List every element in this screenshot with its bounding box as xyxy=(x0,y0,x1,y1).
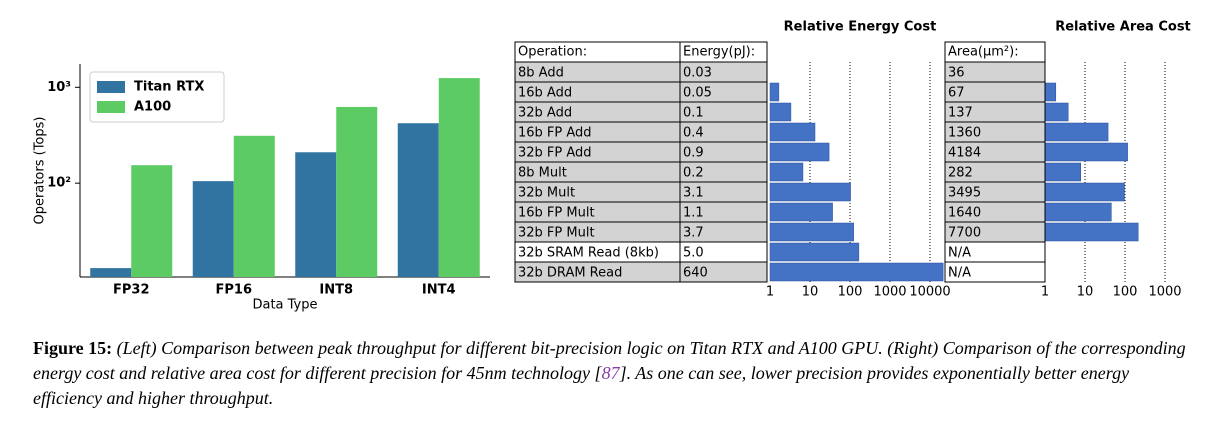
bar xyxy=(1044,122,1109,142)
bar xyxy=(1044,102,1069,122)
operation: 8b Mult xyxy=(518,166,567,181)
operation: 32b FP Add xyxy=(518,146,592,161)
bar xyxy=(769,142,830,162)
energy-value: 5.0 xyxy=(683,246,704,261)
table-cell xyxy=(944,261,1046,283)
caption-text: (Left) Comparison between peak throughpu… xyxy=(33,338,1186,383)
x-tick-label: 10000 xyxy=(909,285,950,300)
bar xyxy=(1044,222,1139,242)
x-tick-label: FP32 xyxy=(113,283,150,298)
bar xyxy=(1044,182,1125,202)
area-value: 67 xyxy=(948,86,965,101)
caption: Figure 15: (Left) Comparison between pea… xyxy=(33,336,1193,411)
bar xyxy=(1044,202,1112,222)
operation: 16b FP Mult xyxy=(518,206,595,221)
legend-swatch xyxy=(97,81,125,93)
x-tick-label: 100 xyxy=(838,285,863,300)
x-tick-label: 10 xyxy=(1077,285,1094,300)
bar xyxy=(438,78,480,277)
bar xyxy=(769,202,833,222)
energy-value: 0.03 xyxy=(683,66,712,81)
energy-value: 3.7 xyxy=(683,226,704,241)
bar xyxy=(769,242,860,262)
caption-label: Figure 15: xyxy=(33,338,113,358)
bar xyxy=(397,123,439,277)
table-header: Energy(pJ): xyxy=(683,45,755,60)
caption-ref[interactable]: 87 xyxy=(601,363,620,383)
operation: 32b FP Mult xyxy=(518,226,595,241)
bar xyxy=(769,262,944,282)
energy-value: 3.1 xyxy=(683,186,704,201)
operation: 8b Add xyxy=(518,66,564,81)
bar xyxy=(769,222,854,242)
bar xyxy=(769,162,804,182)
bar xyxy=(336,106,378,278)
x-tick-label: INT4 xyxy=(422,283,456,298)
bar xyxy=(769,102,792,122)
bar xyxy=(769,82,780,102)
x-tick-label: INT8 xyxy=(319,283,353,298)
bar xyxy=(1044,142,1128,162)
y-tick-label: 10³ xyxy=(47,80,71,95)
area-value: 1360 xyxy=(948,126,981,141)
energy-value: 0.1 xyxy=(683,106,704,121)
legend-label: A100 xyxy=(134,100,171,115)
area-value: 36 xyxy=(948,66,965,81)
x-tick-label: 1 xyxy=(766,285,774,300)
area-value: 282 xyxy=(948,166,973,181)
operation: 16b Add xyxy=(518,86,572,101)
table-header: Operation: xyxy=(518,45,587,60)
y-tick-label: 10² xyxy=(47,176,71,191)
bar xyxy=(1044,82,1057,102)
operation: 32b Add xyxy=(518,106,572,121)
bar xyxy=(769,122,816,142)
x-tick-label: 100 xyxy=(1113,285,1138,300)
legend-swatch xyxy=(97,101,125,113)
figure: 10² 10³ FP32 FP16 INT8 INT4 Data Type Operators… xyxy=(33,20,1191,313)
energy-value: 0.2 xyxy=(683,166,704,181)
area-value: N/A xyxy=(948,246,971,261)
area-value: 1640 xyxy=(948,206,981,221)
energy-value: 0.05 xyxy=(683,86,712,101)
operation: 32b SRAM Read (8kb) xyxy=(518,246,659,261)
chart-title: Relative Energy Cost xyxy=(784,20,937,35)
energy-value: 1.1 xyxy=(683,206,704,221)
bar xyxy=(233,135,275,277)
energy-value: 0.4 xyxy=(683,126,704,141)
energy-value: 640 xyxy=(683,266,708,281)
operation: 32b Mult xyxy=(518,186,575,201)
legend-label: Titan RTX xyxy=(134,80,204,95)
energy-value: 0.9 xyxy=(683,146,704,161)
x-tick-label: 10 xyxy=(802,285,819,300)
bar xyxy=(192,181,234,277)
area-value: 4184 xyxy=(948,146,981,161)
bar xyxy=(131,165,173,277)
table-header: Area(μm²): xyxy=(948,45,1019,60)
area-value: N/A xyxy=(948,266,971,281)
caption-text: ]. As one can see, lower precision provi… xyxy=(33,363,1130,408)
x-tick-label: 1000 xyxy=(873,285,906,300)
bar xyxy=(769,182,851,202)
area-value: 137 xyxy=(948,106,973,121)
area-value: 3495 xyxy=(948,186,981,201)
area-value: 7700 xyxy=(948,226,981,241)
operation: 16b FP Add xyxy=(518,126,592,141)
bar xyxy=(1044,162,1082,182)
x-tick-label: 1000 xyxy=(1148,285,1181,300)
x-tick-label: 1 xyxy=(1041,285,1049,300)
operation: 32b DRAM Read xyxy=(518,266,622,281)
x-axis-label: Data Type xyxy=(252,298,317,313)
bar xyxy=(295,152,337,277)
bar xyxy=(90,268,132,277)
table-cell xyxy=(679,261,768,283)
x-tick-label: FP16 xyxy=(216,283,253,298)
y-axis-label: Operators (Tops) xyxy=(33,117,48,225)
chart-title: Relative Area Cost xyxy=(1055,20,1191,35)
